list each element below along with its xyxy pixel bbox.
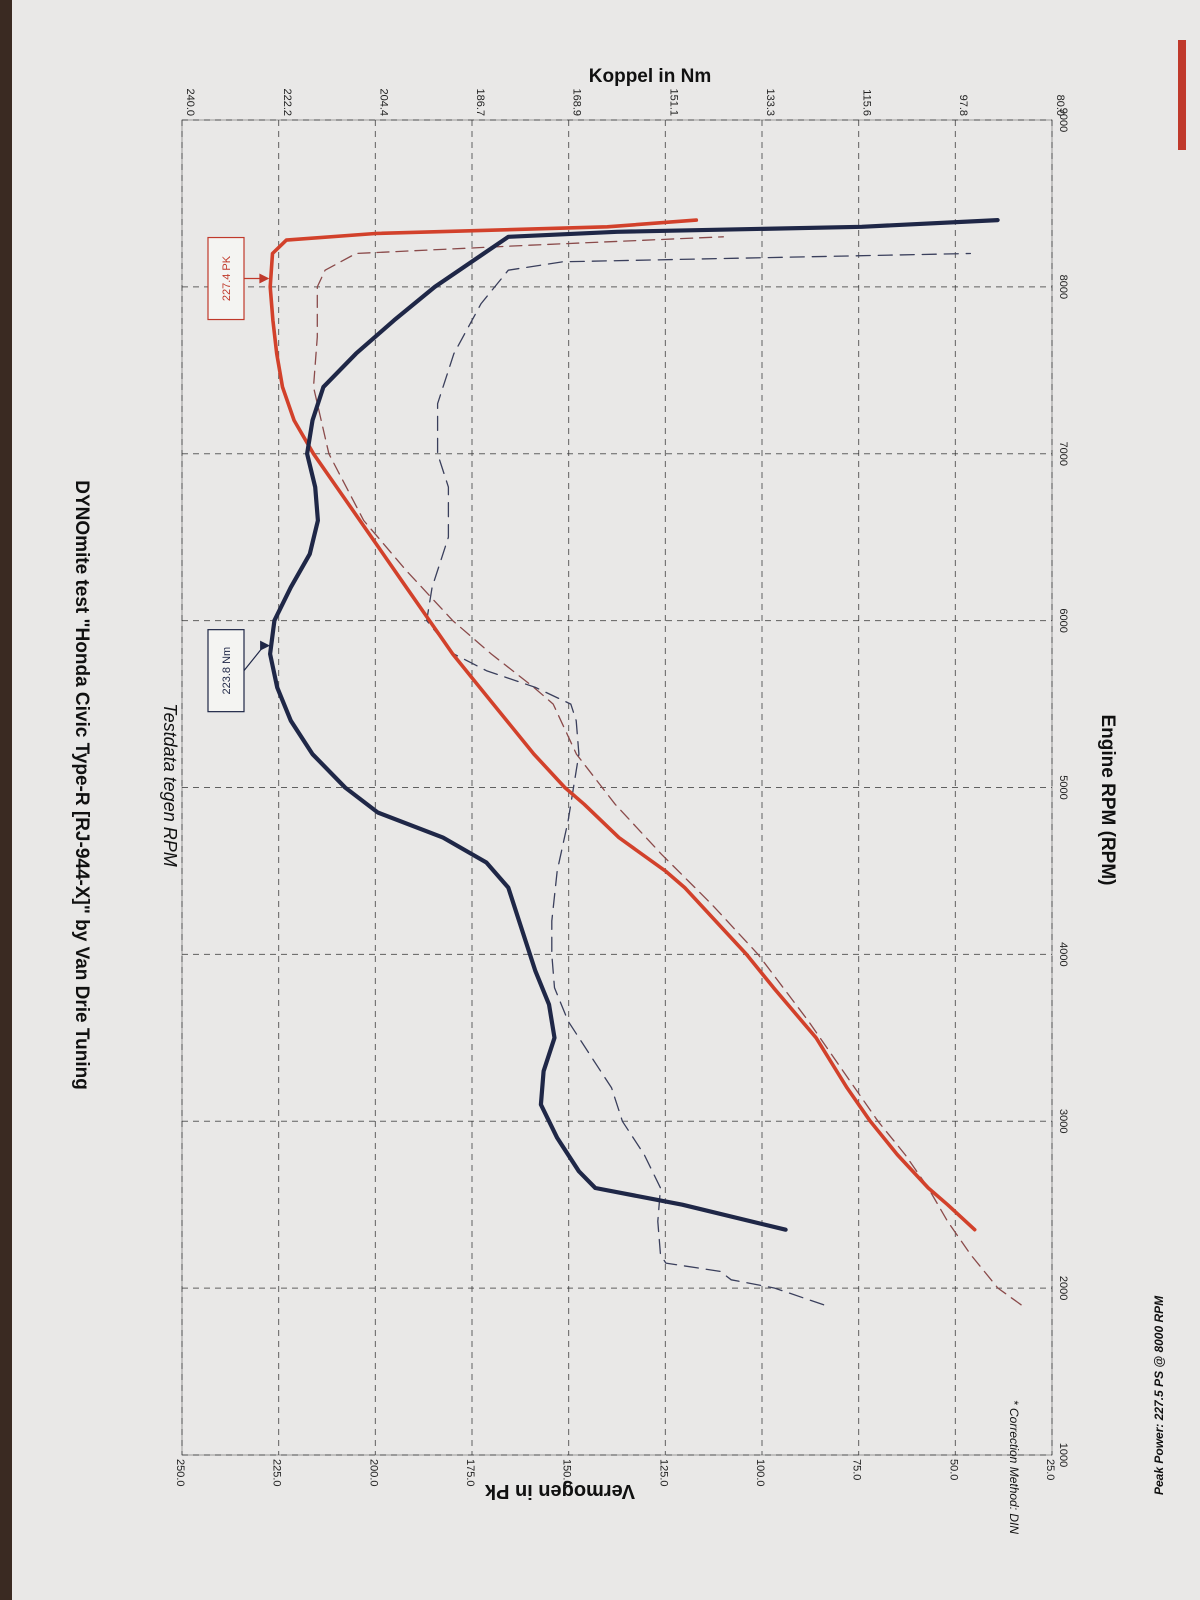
chart-series (268, 218, 1022, 1306)
annotation-label: 223.8 Nm (221, 647, 233, 695)
series-power-dashed (312, 236, 1022, 1306)
chart-grid (181, 119, 1053, 1456)
y2-axis-label: Koppel in Nm (589, 66, 711, 87)
x-tick-label: 3000 (1057, 1109, 1069, 1133)
y-tick-label: 25.0 (1044, 1459, 1056, 1480)
y2-tick-label: 151.1 (667, 88, 679, 116)
y-tick-label: 75.0 (851, 1459, 863, 1480)
annotation-box (207, 236, 245, 321)
chart-main-title: DYNOmite test "Honda Civic Type-R [RJ-94… (71, 480, 92, 1090)
series-power (268, 218, 977, 1232)
y2-tick-label: 204.4 (378, 88, 390, 116)
y2-tick-label: 133.3 (764, 88, 776, 116)
x-tick-label: 6000 (1057, 608, 1069, 632)
x-tick-label: 7000 (1057, 442, 1069, 466)
chart-subtitle: Testdata tegen RPM (160, 703, 180, 866)
y-tick-label: 150.0 (561, 1459, 573, 1487)
y-tick-label: 125.0 (657, 1459, 669, 1487)
y-tick-label: 50.0 (947, 1459, 959, 1480)
chart-annotations: 227.4 PK 223.8 Nm (207, 236, 271, 713)
tick-labels: 25.0 50.0 75.0 100.0 125.0 150.0 175.0 200.0 225… (174, 88, 1069, 1486)
series-torque-dashed (426, 252, 972, 1306)
y2-tick-label: 240.0 (184, 88, 196, 116)
y2-tick-label: 115.6 (860, 89, 872, 116)
y2-tick-label: 168.9 (571, 88, 583, 116)
y-tick-label: 175.0 (464, 1459, 476, 1487)
series-torque (268, 218, 1000, 1232)
y-tick-label: 200.0 (367, 1459, 379, 1487)
peak-power-note: Peak Power: 227.5 PS @ 8000 RPM (1152, 1295, 1166, 1495)
x-tick-label: 4000 (1057, 942, 1069, 966)
correction-method: * Correction Method: DIN (1007, 1400, 1021, 1534)
x-axis-label: Engine RPM (RPM) (1097, 715, 1118, 886)
y-axis-label: Vermogen in Pk (484, 1480, 635, 1502)
annotation-arrowhead (260, 640, 271, 651)
x-tick-label: 8000 (1057, 275, 1069, 299)
y2-tick-label: 97.8 (957, 95, 969, 116)
y-tick-label: 100.0 (754, 1459, 766, 1487)
y2-tick-label: 186.7 (474, 88, 486, 116)
y-tick-label: 250.0 (174, 1459, 186, 1487)
x-tick-label: 1000 (1057, 1443, 1069, 1467)
y-tick-label: 225.0 (271, 1459, 283, 1487)
x-tick-label: 5000 (1057, 775, 1069, 799)
annotation-label: 227.4 PK (221, 255, 233, 301)
red-edge-mark (1178, 40, 1186, 150)
x-tick-label: 2000 (1057, 1276, 1069, 1300)
y2-tick-label: 80.0 (1054, 95, 1066, 116)
annotation-arrowhead (259, 273, 270, 284)
y2-tick-label: 222.2 (281, 88, 293, 116)
x-tick-label: 9000 (1057, 108, 1069, 132)
